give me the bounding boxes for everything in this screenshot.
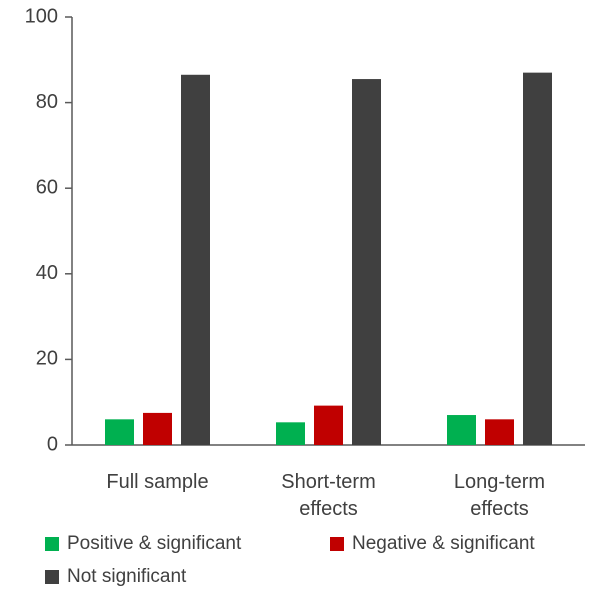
- y-tick-label: 100: [25, 5, 58, 27]
- bar: [181, 74, 210, 445]
- bar: [485, 419, 514, 445]
- legend-label: Positive & significant: [67, 533, 242, 554]
- bar: [523, 72, 552, 445]
- bar: [143, 412, 172, 445]
- bar: [105, 419, 134, 445]
- bar: [352, 79, 381, 445]
- legend-item: Negative & significant: [330, 533, 535, 555]
- y-tick-label: 60: [36, 176, 58, 198]
- x-tick-label: Full sample: [106, 471, 209, 493]
- legend-item: Positive & significant: [45, 533, 241, 555]
- legend-label: Not significant: [67, 566, 187, 587]
- y-tick-label: 40: [36, 262, 58, 284]
- y-tick-label: 20: [36, 348, 58, 370]
- y-tick-label: 0: [47, 433, 58, 455]
- bar: [447, 415, 476, 445]
- x-tick-label: Long-term effects: [453, 471, 546, 520]
- legend-swatch: [45, 570, 59, 584]
- y-tick-label: 80: [36, 91, 58, 113]
- bar: [314, 405, 343, 445]
- x-tick-label: Short-term effects: [281, 471, 376, 520]
- bar: [276, 422, 305, 445]
- legend-swatch: [45, 537, 59, 551]
- legend-item: Not significant: [45, 566, 186, 588]
- legend-label: Negative & significant: [352, 533, 535, 554]
- legend-swatch: [330, 537, 344, 551]
